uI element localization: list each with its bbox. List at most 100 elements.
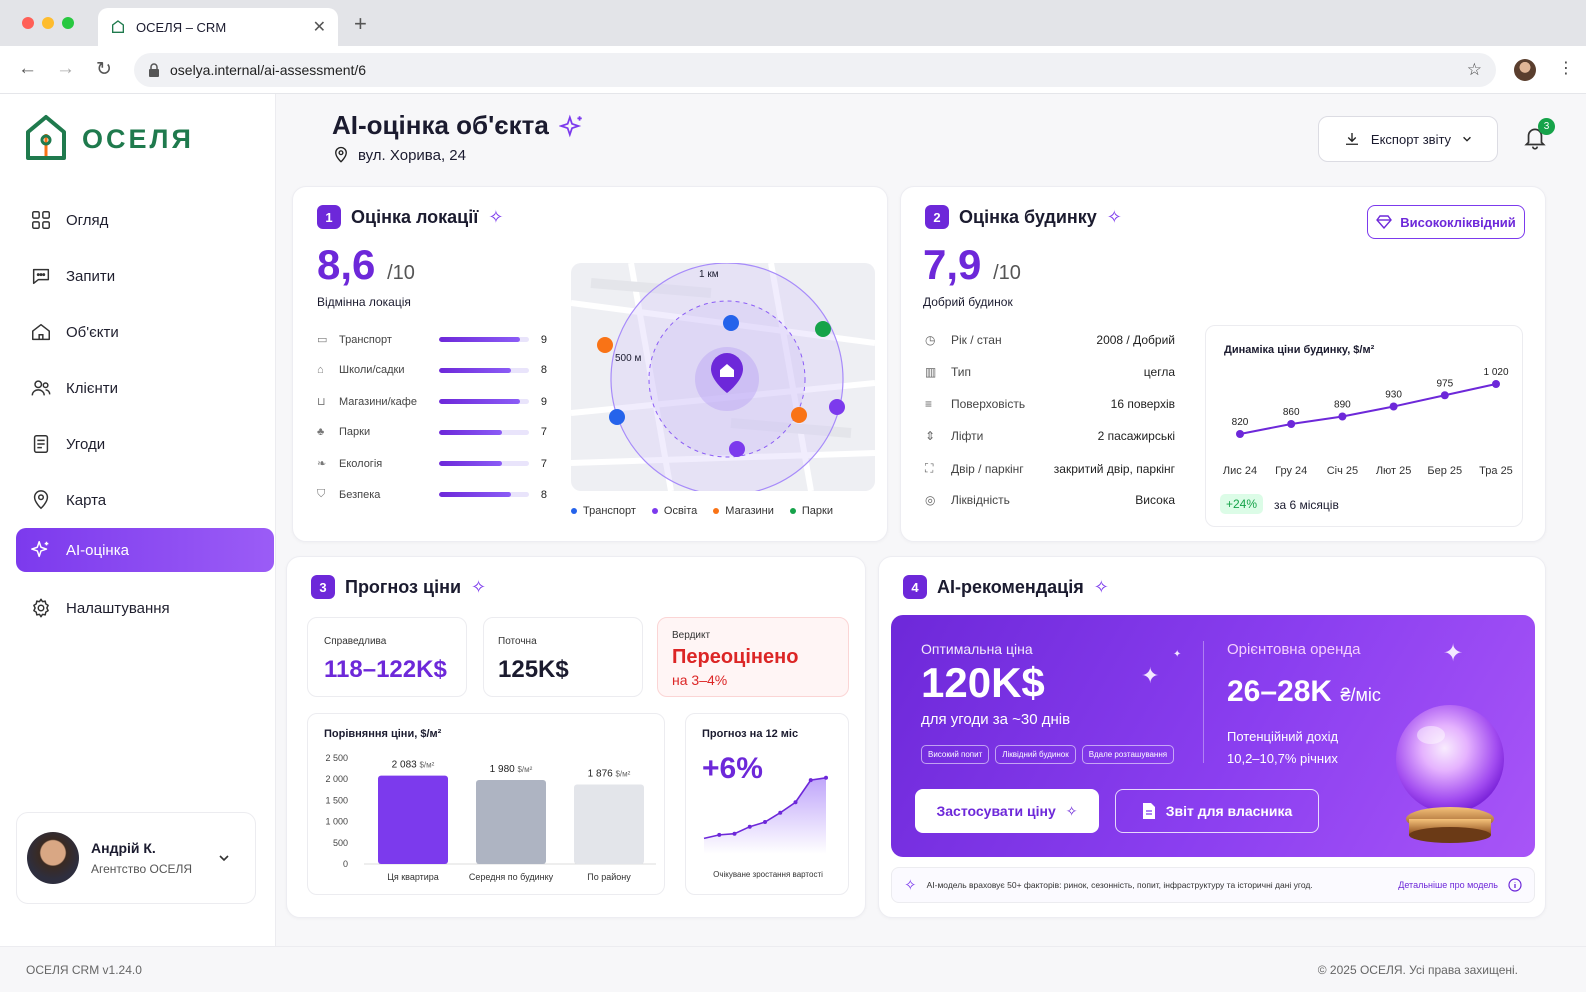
- floors-icon: ≡: [925, 397, 933, 411]
- x-tick-label: Гру 24: [1275, 465, 1307, 477]
- data-point: [1389, 402, 1398, 411]
- metric-row: ⛉ Безпека 8: [317, 488, 547, 501]
- copyright: © 2025 ОСЕЛЯ. Усі права захищені.: [1317, 963, 1518, 977]
- sidebar-item-deals[interactable]: Угоди: [16, 422, 274, 466]
- metric-bar: [439, 399, 529, 404]
- calendar-icon: ◷: [925, 333, 936, 347]
- chips-row: Високий попит Ліквідний будинок Вдале ро…: [921, 745, 1175, 764]
- export-report-button[interactable]: Експорт звіту: [1318, 116, 1498, 162]
- bar: [476, 780, 546, 864]
- rent-label: Орієнтовна оренда: [1227, 641, 1361, 658]
- price-line: [1239, 383, 1497, 435]
- address-text: вул. Хорива, 24: [358, 146, 466, 164]
- legend-item: Парки: [789, 505, 833, 517]
- area-chart-canvas: [703, 775, 828, 854]
- minimize-window-button[interactable]: [42, 17, 54, 29]
- recommendation-card: 4 AI-рекомендація ✧ Оптимальна ціна 120K…: [878, 556, 1546, 918]
- sidebar-item-settings[interactable]: Налаштування: [16, 586, 274, 630]
- browser-menu-icon[interactable]: ⋮: [1558, 60, 1574, 77]
- document-icon: [1142, 803, 1155, 819]
- prop-label: Ліфти: [951, 429, 984, 443]
- forward-icon[interactable]: →: [56, 58, 75, 79]
- new-tab-button[interactable]: +: [354, 11, 367, 36]
- sidebar-item-requests[interactable]: Запити: [16, 254, 274, 298]
- user-card[interactable]: Андрій К. Агентство ОСЕЛЯ: [16, 812, 256, 904]
- sidebar-item-label: Клієнти: [66, 379, 119, 397]
- prop-label: Рік / стан: [951, 333, 1002, 347]
- close-tab-icon[interactable]: ✕: [312, 19, 326, 36]
- sidebar-item-objects[interactable]: Об'єкти: [16, 310, 274, 354]
- sidebar-item-overview[interactable]: Огляд: [16, 198, 274, 242]
- rent-value: 26–28K ₴/міс: [1227, 675, 1381, 709]
- back-icon[interactable]: ←: [18, 58, 37, 79]
- card-title: Оцінка будинку: [959, 206, 1097, 227]
- map-canvas: [571, 263, 875, 491]
- growth-badge: +24%: [1220, 494, 1264, 514]
- data-label: 860: [1283, 407, 1300, 418]
- sidebar-item-ai-assessment[interactable]: AI-оцінка: [16, 528, 274, 572]
- sparkle-icon: [31, 541, 49, 558]
- prop-value: Висока: [1135, 493, 1175, 507]
- sidebar-item-label: Налаштування: [66, 599, 170, 617]
- price-dynamics-chart: Динаміка ціни будинку, $/м² 820 Лис 24 860…: [1205, 325, 1523, 527]
- chip: Вдале розташування: [1081, 745, 1175, 764]
- owner-report-button[interactable]: Звіт для власника: [1115, 789, 1319, 833]
- data-point: [1236, 430, 1244, 438]
- home-icon: [32, 323, 50, 341]
- sidebar-item-clients[interactable]: Клієнти: [16, 366, 274, 410]
- sparkle-icon: ✧: [1093, 576, 1109, 597]
- close-window-button[interactable]: [22, 17, 34, 29]
- y-tick-label: 2 000: [325, 774, 348, 784]
- optimal-price-note: для угоди за ~30 днів: [921, 711, 1071, 728]
- bell-icon[interactable]: [1522, 124, 1548, 152]
- bookmark-star-icon[interactable]: ☆: [1466, 60, 1482, 79]
- location-card-header: 1 Оцінка локації ✧: [317, 205, 503, 229]
- browser-tabbar: ОСЕЛЯ – CRM ✕ +: [0, 0, 1586, 46]
- info-icon[interactable]: [1508, 878, 1522, 892]
- profile-avatar[interactable]: [1514, 59, 1536, 81]
- chevron-down-icon: [1463, 136, 1471, 142]
- document-icon: [33, 435, 49, 453]
- user-avatar: [27, 832, 79, 884]
- logo[interactable]: ОСЕЛЯ: [24, 114, 194, 164]
- reload-icon[interactable]: ↻: [96, 59, 112, 80]
- model-details-link[interactable]: Детальніше про модель: [1398, 880, 1498, 890]
- window-controls[interactable]: [22, 17, 74, 29]
- chevron-down-icon[interactable]: [217, 851, 231, 865]
- metric-bar: [439, 492, 529, 497]
- logo-house-icon: [26, 115, 66, 160]
- bar: [574, 784, 644, 864]
- verdict-sub: на 3–4%: [672, 672, 728, 688]
- maximize-window-button[interactable]: [62, 17, 74, 29]
- score-value: 8,6: [317, 241, 376, 288]
- y-tick-label: 0: [343, 859, 348, 869]
- rent-unit: ₴/міс: [1340, 685, 1381, 705]
- chart-title: Динаміка ціни будинку, $/м²: [1224, 344, 1375, 356]
- notification-badge: 3: [1538, 118, 1555, 135]
- apply-price-button[interactable]: Застосувати ціну ✧: [915, 789, 1099, 833]
- address-bar[interactable]: oselya.internal/ai-assessment/6 ☆: [134, 53, 1496, 87]
- sidebar-item-map[interactable]: Карта: [16, 478, 274, 522]
- location-map[interactable]: 1 км 500 м: [571, 263, 875, 491]
- metric-bar: [439, 429, 529, 435]
- x-tick-label: Середня по будинку: [469, 872, 554, 882]
- lock-icon: [149, 63, 159, 77]
- card-title: AI-рекомендація: [937, 576, 1084, 597]
- browser-toolbar: ← → ↻ oselya.internal/ai-assessment/6 ☆ …: [0, 46, 1586, 94]
- chart-title: Порівняння ціни, $/м²: [324, 728, 442, 740]
- forecast-card: 3 Прогноз ціни ✧ Справедлива 118–122K$ П…: [286, 556, 866, 918]
- forecast-card-header: 3 Прогноз ціни ✧: [311, 575, 486, 599]
- bar-value-label: 2 083 $/м²: [392, 760, 435, 771]
- sidebar: ОСЕЛЯ Огляд Запити Об'єкти Клієнти Угоди…: [0, 94, 276, 946]
- cart-icon: ⊔: [317, 396, 326, 408]
- browser-tab[interactable]: ОСЕЛЯ – CRM ✕: [98, 8, 338, 46]
- building-prop-row: ≡ Поверховість 16 поверхів: [925, 397, 1175, 411]
- address-line: вул. Хорива, 24: [332, 146, 466, 164]
- prop-label: Двір / паркінг: [951, 461, 1024, 476]
- growth-note: за 6 місяців: [1274, 498, 1339, 512]
- forecast-point: [763, 820, 767, 825]
- prop-label: Тип: [951, 365, 972, 379]
- divider: [1203, 641, 1204, 763]
- location-pin-icon: [335, 146, 347, 163]
- sidebar-item-label: Огляд: [66, 211, 109, 229]
